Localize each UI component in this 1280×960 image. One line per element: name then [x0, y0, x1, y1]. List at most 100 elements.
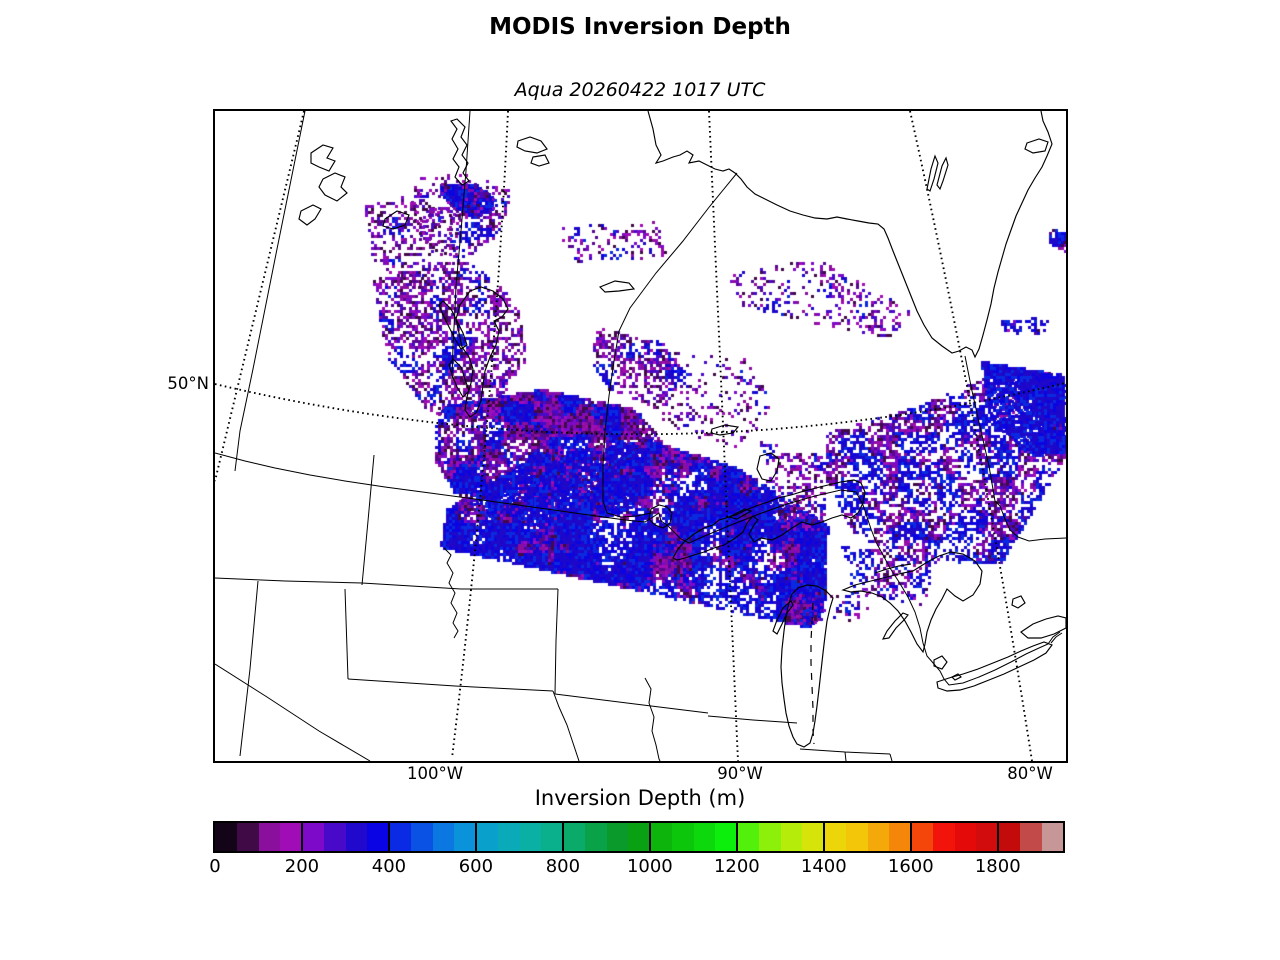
- colorbar: [213, 821, 1065, 853]
- colorbar-tick-mark: [561, 823, 564, 851]
- colorbar-segment: [737, 823, 759, 851]
- border-mn-ia-border: [554, 693, 709, 714]
- border-sd-ne-border: [347, 678, 554, 692]
- coastline-island-lake: [598, 280, 636, 293]
- colorbar-segment: [258, 823, 281, 851]
- colorbar-segment: [563, 823, 585, 851]
- border-wy-sd-border: [344, 588, 349, 680]
- colorbar-segment: [584, 823, 607, 851]
- colorbar-segment: [345, 823, 368, 851]
- coastline-lake-winnipeg: [455, 286, 509, 418]
- coastline-hudson-james-bay-coast: [647, 111, 1053, 359]
- colorbar-segment: [889, 823, 911, 851]
- border-mt-south-border: [215, 577, 363, 584]
- colorbar-tick-label-1000: 1000: [626, 856, 673, 877]
- colorbar-segment: [911, 823, 933, 851]
- coastline-lake-ontario: [1020, 615, 1066, 639]
- border-nd-sd-border: [361, 582, 558, 590]
- colorbar-tick-label-1600: 1600: [887, 856, 934, 877]
- colorbar-segment: [519, 823, 542, 851]
- colorbar-tick-mark: [387, 823, 390, 851]
- map-line-layer: [215, 111, 1066, 761]
- colorbar-segment: [867, 823, 890, 851]
- lon-tick-label-100w: 100°W: [406, 764, 464, 783]
- coastline-lake-huron: [841, 551, 983, 654]
- colorbar-tick-mark: [735, 823, 738, 851]
- lat-tick-label-50n: 50°N: [167, 374, 209, 393]
- coastline-lake-nipigon: [756, 452, 780, 482]
- colorbar-segment: [1019, 823, 1042, 851]
- coastline-ne-island: [1024, 138, 1049, 154]
- colorbar-segment: [606, 823, 629, 851]
- border-ne-ia-border: [552, 690, 580, 761]
- graticule-meridian-110w: [215, 111, 305, 482]
- colorbar-tick-mark: [300, 823, 303, 851]
- colorbar-segment: [497, 823, 520, 851]
- coastline-lake-of-the-woods: [648, 504, 673, 529]
- colorbar-tick-mark: [909, 823, 912, 851]
- coastline-north-small-lakes: [516, 136, 550, 167]
- colorbar-segment: [650, 823, 672, 851]
- border-sw-diagonal-border: [215, 663, 371, 761]
- colorbar-tick-label-0: 0: [209, 856, 221, 877]
- colorbar-segment: [476, 823, 498, 851]
- colorbar-segment: [1041, 823, 1064, 851]
- coastline-lake-st-clair: [933, 655, 948, 670]
- coastline-erie-islands: [951, 673, 962, 681]
- colorbar-segment: [954, 823, 977, 851]
- colorbar-segment: [280, 823, 302, 851]
- lake-boundary-mi-wi-lake-boundary: [810, 602, 815, 745]
- coastline-north-channel: [874, 563, 912, 574]
- colorbar-tick-mark: [996, 823, 999, 851]
- colorbar-segment: [432, 823, 455, 851]
- colorbar-segment: [715, 823, 737, 851]
- border-niagara-river: [1050, 632, 1063, 644]
- colorbar-segment: [367, 823, 389, 851]
- colorbar-tick-mark: [474, 823, 477, 851]
- graticule-meridian-90w: [708, 111, 739, 761]
- border-mt-nd-border: [361, 454, 375, 586]
- coastline-isle-royale: [727, 508, 753, 520]
- colorbar-segment: [215, 823, 237, 851]
- coastline-green-bay: [772, 600, 794, 635]
- colorbar-segment: [389, 823, 411, 851]
- coastline-lac-seul: [710, 424, 740, 436]
- colorbar-segment: [824, 823, 846, 851]
- coastline-nw-lakes: [298, 144, 410, 230]
- colorbar-segment: [454, 823, 476, 851]
- coastline-reindeer-lake: [450, 118, 470, 186]
- border-mi-in-oh-border: [799, 748, 893, 761]
- colorbar-segment: [932, 823, 955, 851]
- colorbar-segment: [845, 823, 868, 851]
- colorbar-tick-mark: [822, 823, 825, 851]
- colorbar-segment: [693, 823, 716, 851]
- border-missouri-river-border: [443, 547, 459, 639]
- colorbar-segment: [802, 823, 824, 851]
- coastline-saginaw-bay: [881, 612, 909, 640]
- colorbar-segment: [628, 823, 650, 851]
- figure-title: MODIS Inversion Depth: [489, 14, 791, 40]
- border-ab-sk-border: [234, 111, 306, 472]
- colorbar-segment: [671, 823, 694, 851]
- colorbar-segment: [780, 823, 803, 851]
- colorbar-segment: [236, 823, 259, 851]
- border-us-canada-border-west: [215, 452, 668, 526]
- figure-subtitle: Aqua 20260422 1017 UTC: [514, 79, 766, 101]
- colorbar-tick-label-1200: 1200: [713, 856, 760, 877]
- colorbar-tick-label-400: 400: [371, 856, 407, 877]
- colorbar-tick-label-1800: 1800: [974, 856, 1021, 877]
- colorbar-segment: [323, 823, 346, 851]
- border-mb-on-border: [602, 172, 738, 518]
- lon-tick-label-80w: 80°W: [1007, 764, 1053, 783]
- coastline-lake-manitoba: [448, 358, 470, 398]
- coastline-lake-michigan: [780, 584, 834, 748]
- colorbar-segment: [758, 823, 781, 851]
- coastline-lake-simcoe: [1011, 595, 1026, 609]
- colorbar-tick-label-800: 800: [545, 856, 581, 877]
- border-sd-mn-border: [554, 588, 559, 695]
- graticule-parallel-50n: [215, 382, 1066, 436]
- colorbar-tick-label-200: 200: [284, 856, 320, 877]
- graticule-meridian-100w: [451, 111, 509, 759]
- colorbar-segment: [541, 823, 563, 851]
